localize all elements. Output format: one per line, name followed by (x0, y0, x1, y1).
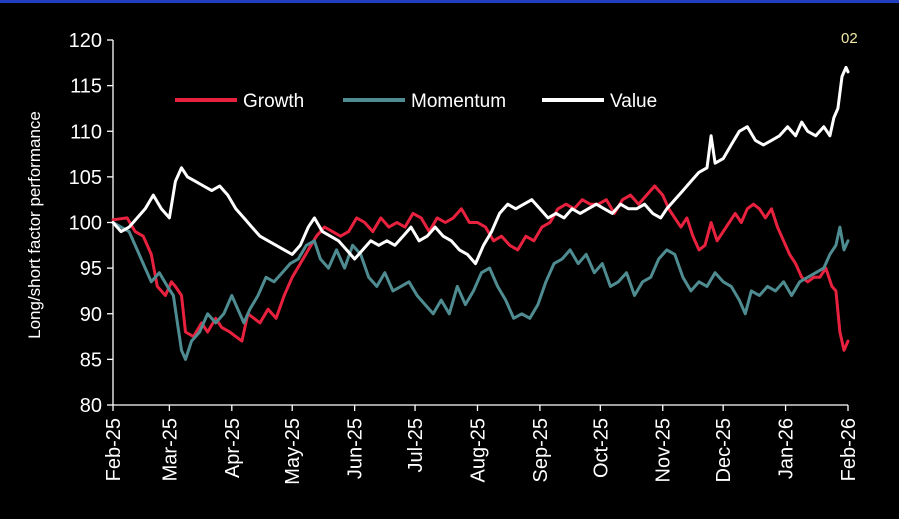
y-axis: 80 85 90 95 100 105 110 115 120 (69, 30, 114, 417)
corner-label: 02 (841, 30, 858, 47)
x-tick-label: May-25 (282, 418, 304, 485)
x-tick-label: Jun-25 (345, 418, 367, 479)
y-tick-label: 110 (70, 121, 102, 143)
legend-label-growth: Growth (243, 91, 304, 112)
x-tick-label: Dec-25 (713, 418, 735, 482)
x-tick-label: Apr-25 (222, 418, 244, 478)
legend-label-momentum: Momentum (411, 91, 506, 112)
x-tick-label: Oct-25 (590, 418, 612, 478)
legend-label-value: Value (610, 91, 657, 112)
series-line-momentum (111, 221, 850, 361)
y-tick-label: 120 (69, 30, 102, 52)
x-tick-label: Feb-26 (838, 418, 860, 481)
legend: Growth Momentum Value (175, 91, 657, 112)
y-tick-label: 80 (80, 395, 102, 417)
x-tick-label: Sep-25 (530, 418, 552, 483)
y-tick-label: 90 (80, 304, 102, 326)
x-tick-label: Jul-25 (405, 418, 427, 472)
top-accent-bar (0, 0, 899, 3)
x-tick-label: Jan-26 (776, 418, 798, 479)
y-tick-label: 105 (69, 167, 102, 189)
x-tick-label: Nov-25 (653, 418, 675, 482)
y-tick-label: 115 (70, 76, 102, 98)
x-tick-label: Feb-25 (103, 418, 125, 481)
y-tick-label: 100 (69, 213, 102, 235)
y-axis-label: Long/short factor performance (25, 111, 44, 339)
y-tick-label: 85 (80, 349, 102, 371)
series-line-value (111, 65, 850, 266)
y-tick-label: 95 (80, 258, 102, 280)
series-line-growth (111, 184, 850, 352)
x-tick-label: Aug-25 (467, 418, 489, 483)
x-tick-label: Mar-25 (159, 418, 181, 481)
series-lines (111, 65, 850, 361)
x-axis: Feb-25 Mar-25 Apr-25 May-25 Jun-25 Jul-25 Aug-… (103, 404, 860, 485)
